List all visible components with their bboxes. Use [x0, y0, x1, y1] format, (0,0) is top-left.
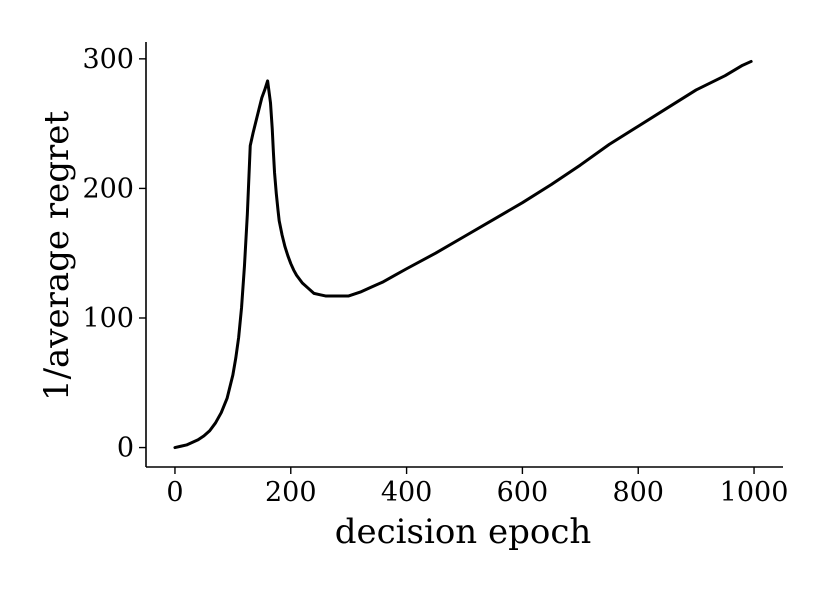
x-tick-label: 200 — [265, 477, 317, 508]
y-tick-label: 100 — [82, 303, 134, 334]
x-tick-label: 0 — [166, 477, 183, 508]
x-tick-label: 1000 — [720, 477, 789, 508]
series-layer — [173, 59, 753, 450]
y-tick-label: 0 — [117, 433, 134, 464]
x-axis-label: decision epoch — [335, 512, 592, 552]
series-line-1 — [173, 59, 753, 450]
y-tick-label: 200 — [82, 173, 134, 204]
y-axis-label: 1/average regret — [37, 111, 77, 401]
y-tick-label: 300 — [82, 44, 134, 75]
x-tick-label: 400 — [381, 477, 433, 508]
x-tick-label: 600 — [497, 477, 549, 508]
ticks: 0 200 400 600 800 1000 0 100 200 300 — [82, 44, 788, 508]
axes — [145, 42, 783, 468]
x-tick-label: 800 — [612, 477, 664, 508]
